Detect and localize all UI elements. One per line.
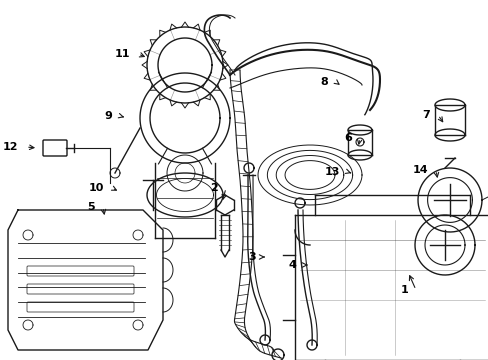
Text: 4: 4 (287, 260, 295, 270)
Text: 10: 10 (88, 183, 104, 193)
Text: 9: 9 (104, 111, 112, 121)
Text: 6: 6 (344, 133, 351, 143)
Text: 13: 13 (324, 167, 339, 177)
Text: 7: 7 (421, 110, 429, 120)
Text: 2: 2 (210, 183, 218, 193)
Text: 3: 3 (248, 252, 256, 262)
Text: 12: 12 (2, 142, 18, 152)
Text: 5: 5 (87, 202, 95, 212)
Text: 1: 1 (400, 285, 407, 295)
Text: 11: 11 (114, 49, 130, 59)
Text: 8: 8 (320, 77, 327, 87)
Text: 14: 14 (411, 165, 427, 175)
